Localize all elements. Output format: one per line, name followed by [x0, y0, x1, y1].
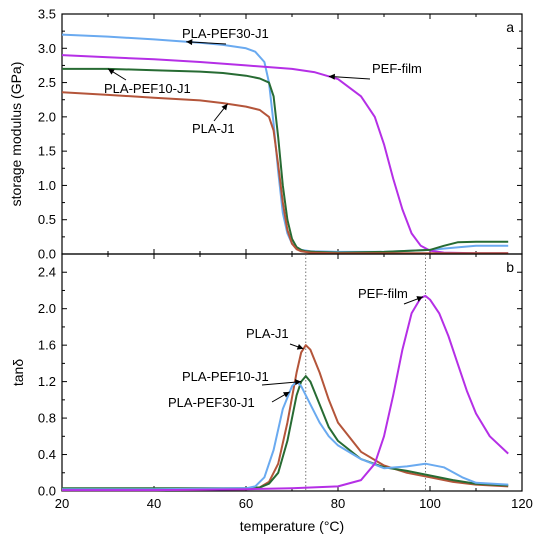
x-tick-label: 80 — [331, 496, 345, 511]
x-tick-label: 40 — [147, 496, 161, 511]
annotation-label: PLA-J1 — [246, 326, 289, 341]
panel-a: 0.0 0.5 1.0 1.5 2.0 2.5 3.0 3.5 storage modulus … — [8, 7, 523, 262]
series-line-pla-pef10-j1 — [62, 67, 509, 254]
y-tick-label: 2.4 — [38, 265, 56, 280]
y-tick-label: 0.0 — [38, 247, 56, 262]
annotation-arrowhead — [295, 379, 302, 386]
annotation-arrowhead — [296, 344, 304, 350]
annotation-label: PLA-PEF10-J1 — [104, 81, 191, 96]
series-line-pla-j1 — [61, 91, 509, 255]
y-tick-label: 0.0 — [38, 484, 56, 499]
y-tick-label: 3.5 — [38, 7, 56, 22]
y-tick-label: 1.2 — [38, 374, 56, 389]
annotation-label: PLA-PEF30-J1 — [182, 26, 269, 41]
x-tick-label: 120 — [511, 496, 533, 511]
plot-frame — [61, 13, 523, 255]
annotation-arrowhead — [108, 68, 115, 75]
panel-letter: a — [506, 19, 514, 35]
y-axis-title: tanδ — [10, 359, 26, 386]
series-line-pla-pef10-j1 — [62, 375, 509, 490]
y-tick-label: 2.0 — [38, 109, 56, 124]
panel-letter: b — [506, 259, 514, 275]
y-tick-label: 0.4 — [38, 447, 56, 462]
panel-b: 0.0 0.4 0.8 1.2 1.6 2.0 2.4 20 40 60 80 100 120 tanδ b… — [10, 253, 533, 511]
annotation-label: PLA-PEF10-J1 — [182, 369, 269, 384]
y-tick-label: 3.0 — [38, 41, 56, 56]
plot-frame — [61, 253, 523, 492]
x-tick-label: 20 — [55, 496, 69, 511]
x-tick-label: 100 — [419, 496, 441, 511]
annotation-label: PLA-PEF30-J1 — [168, 395, 255, 410]
annotation-arrowhead — [328, 73, 335, 80]
annotation-arrowhead — [186, 39, 193, 46]
y-tick-label: 0.8 — [38, 411, 56, 426]
annotation-label: PEF-film — [372, 61, 422, 76]
y-tick-label: 1.5 — [38, 144, 56, 159]
annotation-label: PLA-J1 — [192, 121, 235, 136]
y-tick-label: 2.5 — [38, 75, 56, 90]
y-tick-label: 0.5 — [38, 212, 56, 227]
series-line-pla-j1 — [62, 344, 509, 492]
annotation-arrow — [328, 75, 371, 80]
series-line-pla-pef30-j1 — [62, 380, 509, 491]
y-tick-label: 1.6 — [38, 338, 56, 353]
series-line-pef-film — [62, 294, 509, 492]
x-axis-title: temperature (°C) — [240, 518, 344, 534]
y-tick-label: 1.0 — [38, 178, 56, 193]
annotation-arrowhead — [221, 103, 228, 111]
x-tick-label: 60 — [239, 496, 253, 511]
annotation-arrow — [186, 41, 227, 45]
annotation-arrow — [261, 381, 302, 386]
annotation-arrowhead — [416, 296, 424, 302]
y-axis-title: storage modulus (GPa) — [8, 62, 24, 207]
annotation-label: PEF-film — [358, 286, 408, 301]
y-tick-label: 2.0 — [38, 301, 56, 316]
annotation-arrowhead — [283, 391, 290, 398]
